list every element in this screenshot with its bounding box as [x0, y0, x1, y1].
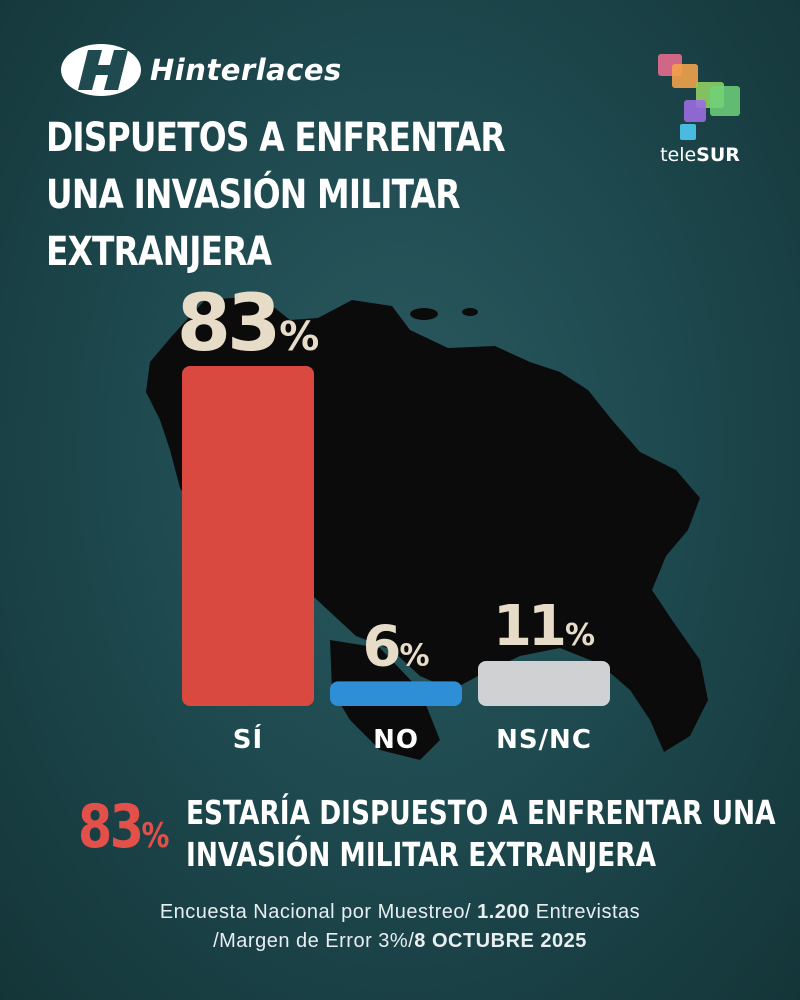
title-line-3: EXTRANJERA: [46, 229, 272, 275]
bar-2: [478, 660, 610, 706]
summary-percent-value: 83: [78, 792, 144, 862]
footer-line-2-a: /Margen de Error 3%/: [213, 930, 415, 952]
summary-percent: 83%: [78, 792, 169, 862]
summary-text: ESTARÍA DISPUESTO A ENFRENTAR UNA INVASI…: [186, 792, 776, 876]
summary-block: 83% ESTARÍA DISPUESTO A ENFRENTAR UNA IN…: [78, 790, 778, 880]
summary-line-1: ESTARÍA DISPUESTO A ENFRENTAR UNA: [186, 793, 776, 832]
survey-footer: Encuesta Nacional por Muestreo/ 1.200 En…: [0, 898, 800, 956]
page-title: DISPUETOS A ENFRENTAR UNA INVASIÓN MILIT…: [46, 110, 571, 281]
hinterlaces-logo: Hinterlaces: [58, 42, 368, 98]
bar-1: [330, 681, 462, 706]
value-label-0: 83%: [177, 279, 320, 369]
footer-line-1: Encuesta Nacional por Muestreo/ 1.200 En…: [0, 898, 800, 927]
telesur-logo: teleSUR: [640, 48, 760, 178]
telesur-prefix: tele: [660, 144, 697, 166]
footer-line-1-a: Encuesta Nacional por Muestreo/: [159, 901, 478, 923]
title-line-2: UNA INVASIÓN MILITAR: [46, 172, 461, 218]
category-label-0: SÍ: [233, 723, 263, 755]
title-line-1: DISPUETOS A ENFRENTAR: [46, 115, 506, 161]
category-label-1: NO: [373, 725, 419, 755]
footer-line-2: /Margen de Error 3%/8 OCTUBRE 2025: [0, 927, 800, 956]
telesur-wordmark: teleSUR: [640, 144, 760, 166]
bar-0: [182, 366, 314, 706]
footer-line-2-b: 8 OCTUBRE 2025: [414, 930, 587, 952]
summary-line-2: INVASIÓN MILITAR EXTRANJERA: [186, 835, 657, 874]
footer-line-1-c: Entrevistas: [529, 901, 641, 923]
value-label-2: 11%: [493, 594, 595, 659]
summary-percent-unit: %: [141, 816, 170, 856]
telesur-squares-logo-icon: [658, 54, 740, 140]
category-label-2: NS/NC: [496, 725, 592, 755]
hinterlaces-h-logo-icon: [61, 44, 141, 96]
value-label-1: 6%: [362, 614, 429, 679]
telesur-suffix: SUR: [696, 144, 740, 166]
footer-line-1-b: 1.200: [477, 901, 530, 923]
brand-name: Hinterlaces: [150, 53, 342, 87]
